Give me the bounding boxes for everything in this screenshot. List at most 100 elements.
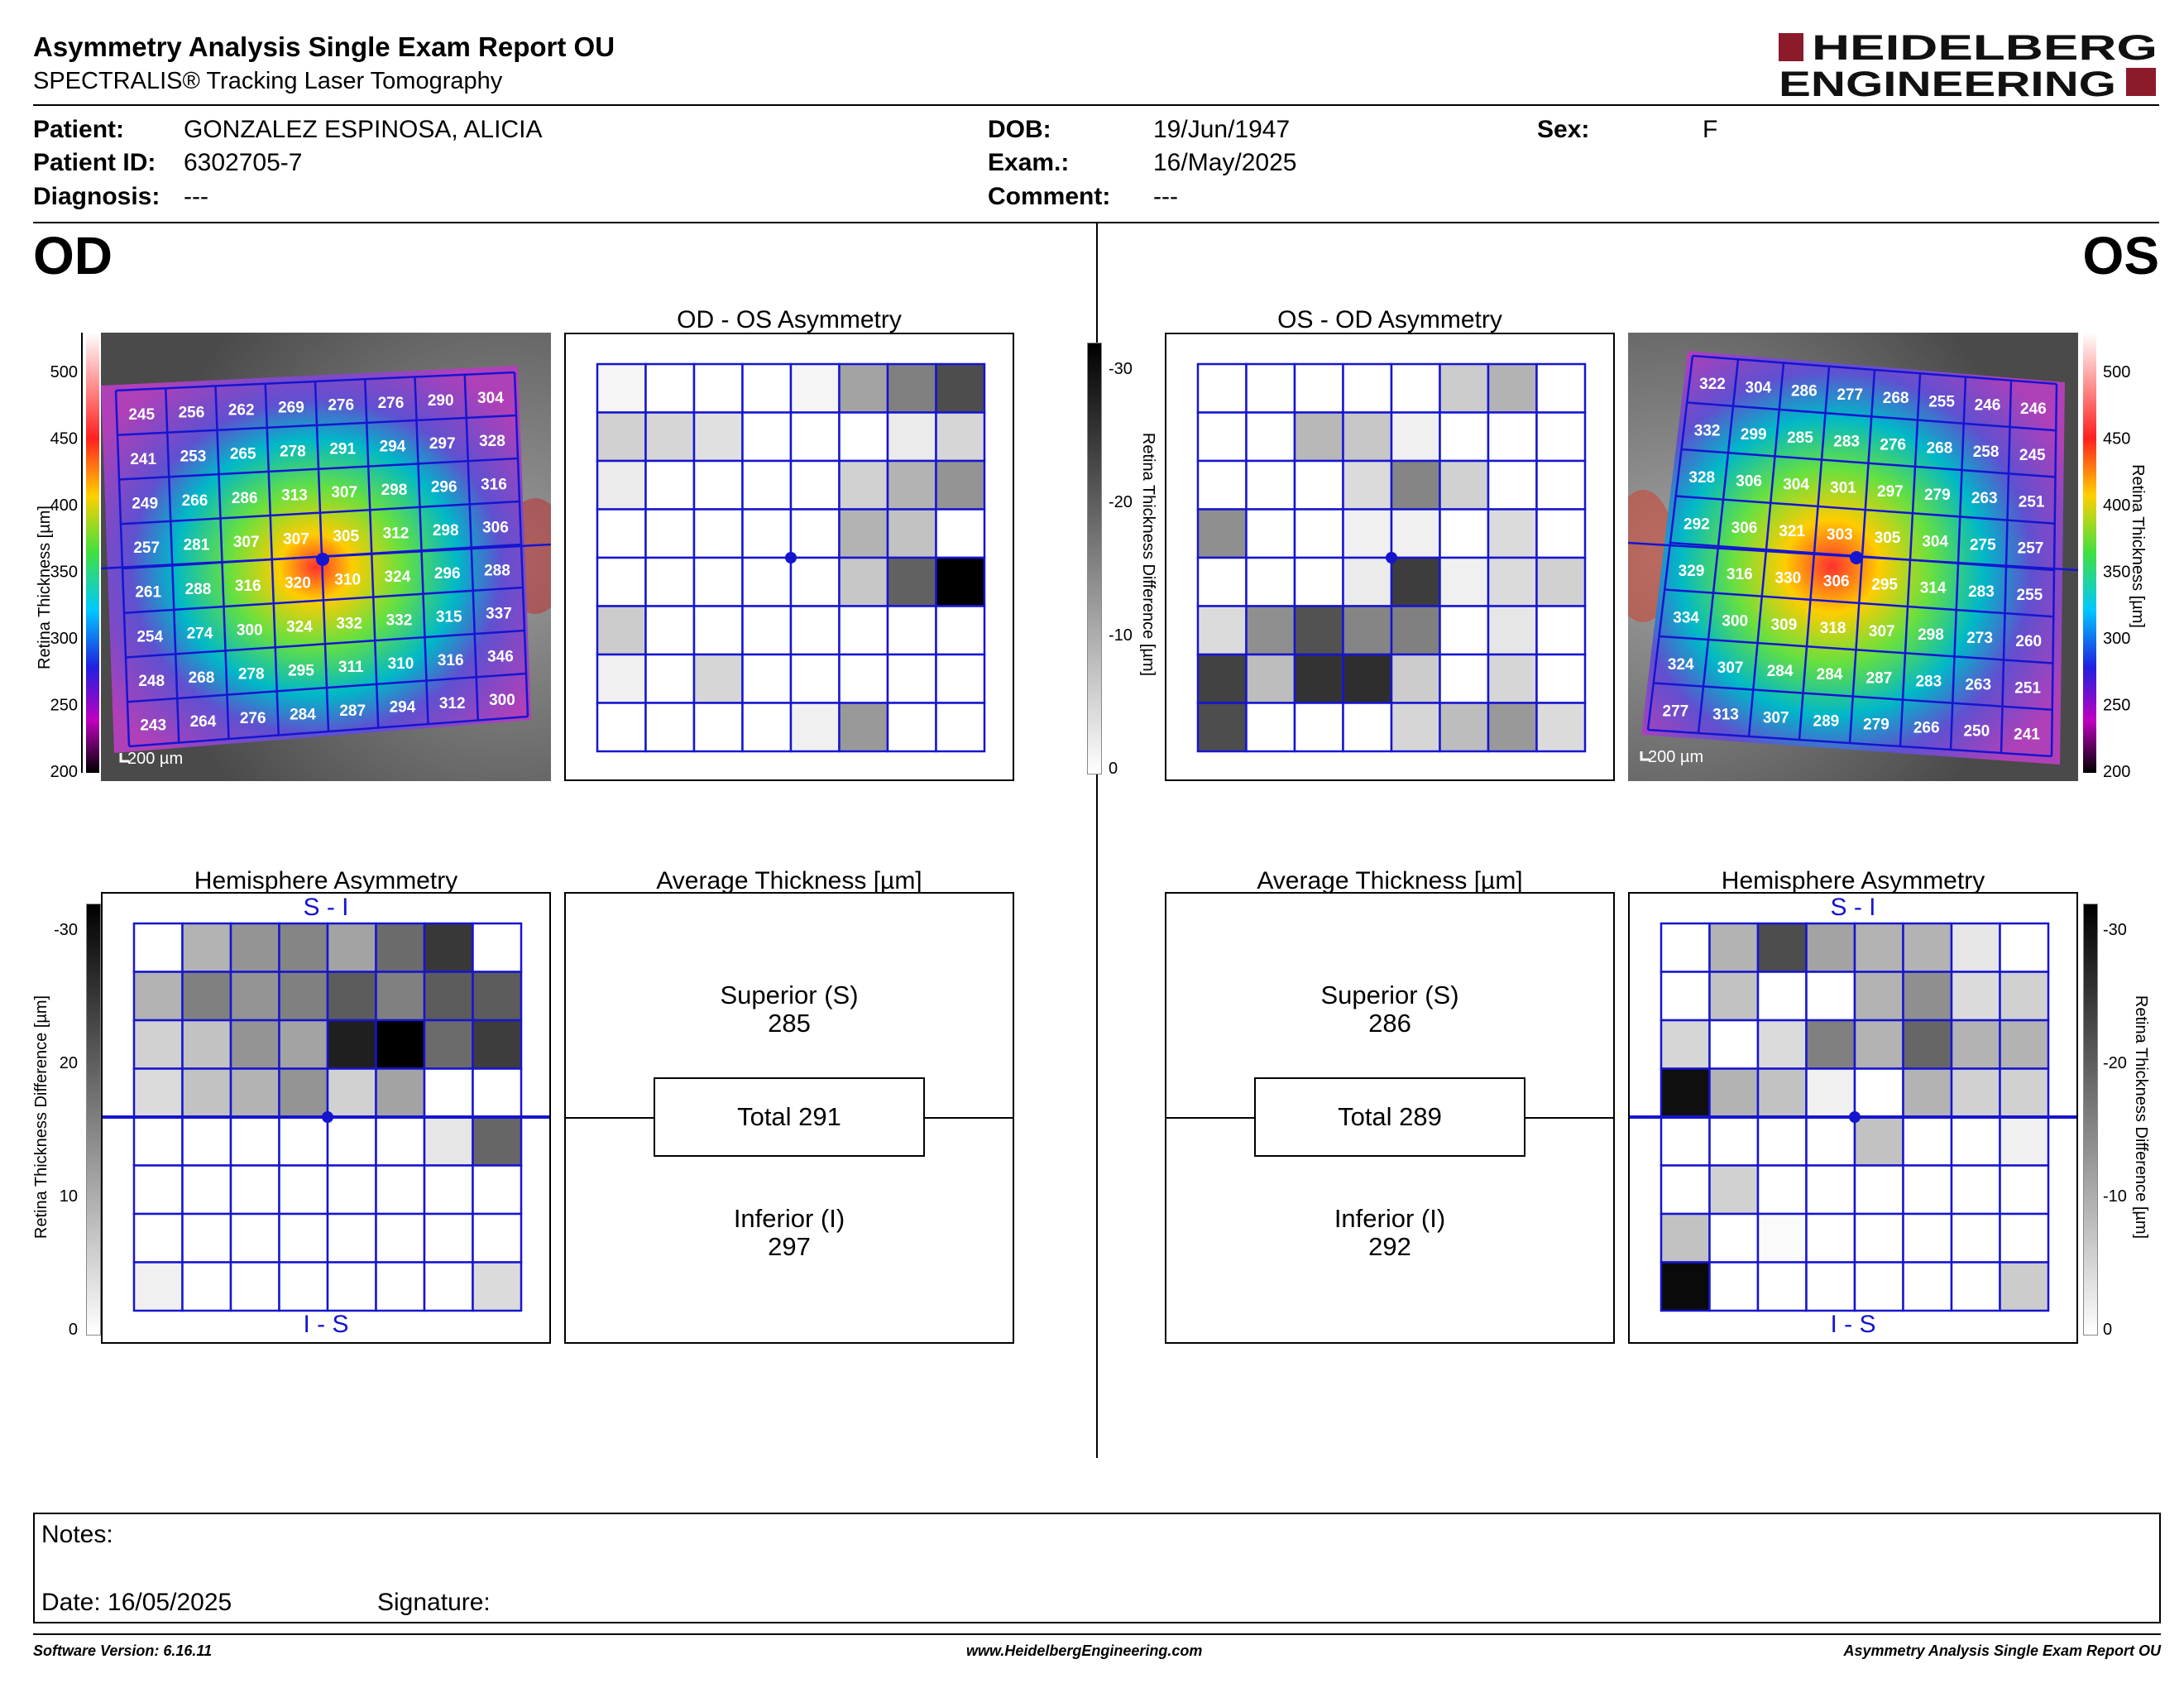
os-thickness-value: 285: [1787, 429, 1813, 447]
asym-cell: [1487, 508, 1538, 559]
scale-tick-label: 450: [2103, 430, 2130, 448]
asym-cell: [935, 702, 986, 753]
os-thickness-value: 263: [1971, 490, 1998, 507]
os-thickness-value: 307: [1717, 659, 1744, 677]
asym-cell: [1805, 1019, 1856, 1070]
scale-tick-label: -30: [1109, 360, 1133, 378]
od-hemi-top-label: S - I: [303, 894, 349, 921]
scale-tick-label: 350: [2103, 563, 2130, 582]
od-thickness-value: 328: [479, 433, 505, 450]
asym-cell: [1660, 1115, 1711, 1167]
scale-tick-label: 300: [2103, 630, 2130, 648]
os-asym-title: OS - OD Asymmetry: [1277, 306, 1502, 333]
asym-cell: [229, 1261, 280, 1312]
od-thickness-value: 307: [331, 484, 357, 501]
os-hemi-scale: -30 -20 -10 0 Retina Thickness Difference […: [2103, 921, 2150, 1339]
asym-cell: [1535, 702, 1587, 753]
asym-cell: [278, 1067, 329, 1119]
asym-cell: [1999, 1067, 2050, 1119]
center-diff-colorbar: [1087, 343, 1102, 774]
asym-cell: [838, 459, 889, 511]
od-thickness-value: 254: [136, 628, 163, 645]
asym-cell: [423, 1067, 474, 1119]
patient-id-label: Patient ID:: [33, 149, 156, 176]
asym-cell: [1999, 1164, 2050, 1216]
asym-cell: [644, 605, 696, 656]
od-hemi-scale: -30 20 10 0 Retina Thickness Difference [µm…: [32, 921, 78, 1339]
asym-cell: [1950, 1115, 2001, 1167]
notes-signature: Signature:: [377, 1589, 491, 1616]
od-thickness-value: 288: [185, 581, 212, 598]
os-superior: Superior (S) 286: [1166, 981, 1613, 1038]
od-thickness-value: 315: [436, 609, 462, 626]
os-eye-label: OS: [2082, 226, 2159, 285]
asym-cell: [1245, 653, 1296, 704]
asym-cell: [472, 1261, 523, 1312]
logo-line2: ENGINEERING: [1779, 65, 2116, 104]
od-thickness-value: 265: [230, 446, 256, 463]
od-thickness-value: 264: [190, 713, 217, 731]
asym-cell: [278, 922, 329, 973]
asym-cell: [375, 1212, 426, 1264]
comment-label: Comment:: [988, 183, 1111, 210]
scale-tick-label: -20: [1109, 493, 1133, 511]
od-superior-label: Superior (S): [720, 981, 859, 1009]
od-thickness-axis-line: [81, 333, 83, 773]
os-thickness-value: 322: [1699, 376, 1726, 393]
os-avg-title: Average Thickness [µm]: [1257, 867, 1523, 894]
asym-cell: [1245, 508, 1296, 559]
os-superior-label: Superior (S): [1320, 981, 1459, 1009]
os-thickness-value: 268: [1927, 440, 1953, 458]
asym-cell: [1660, 1019, 1711, 1070]
od-thickness-value: 346: [487, 649, 514, 666]
od-thickness-value: 245: [128, 406, 155, 424]
asym-cell: [886, 702, 937, 753]
os-thickness-value: 292: [1684, 516, 1710, 534]
asym-cell: [1805, 922, 1856, 973]
od-thickness-value: 337: [486, 606, 512, 623]
os-thickness-value: 306: [1731, 520, 1758, 537]
scale-tick-label: -20: [2103, 1054, 2127, 1072]
asym-cell: [1950, 1164, 2001, 1216]
asym-cell: [1708, 1164, 1760, 1216]
asym-cell: [229, 1019, 280, 1070]
asym-cell: [1487, 605, 1538, 656]
asym-cell: [1535, 653, 1587, 704]
exam-label: Exam.:: [988, 149, 1070, 176]
asym-cell: [1708, 1212, 1760, 1264]
fovea-marker-icon: [1849, 1111, 1861, 1123]
asym-cell: [423, 971, 474, 1022]
os-thickness-value: 284: [1817, 666, 1843, 683]
asym-cell: [1756, 922, 1808, 973]
os-scale-bar-label: 200 µm: [1648, 748, 1703, 766]
asym-cell: [886, 459, 937, 511]
os-asym-panel: [1165, 333, 1615, 781]
od-hemi-panel: [101, 892, 551, 1344]
asym-cell: [789, 508, 841, 559]
scale-tick-label: 250: [50, 697, 78, 715]
od-thickness-value: 316: [235, 578, 261, 595]
asym-cell: [1660, 1212, 1711, 1264]
od-thickness-value: 257: [133, 539, 160, 557]
od-avg-title: Average Thickness [µm]: [656, 867, 922, 894]
asym-cell: [132, 1164, 184, 1216]
asym-cell: [278, 1019, 329, 1070]
asym-cell: [935, 605, 986, 656]
od-total: Total 291: [654, 1077, 925, 1157]
os-thickness-value: 273: [1966, 630, 1993, 647]
asym-cell: [1902, 1261, 1953, 1312]
asym-cell: [1950, 1261, 2001, 1312]
od-thickness-value: 278: [238, 666, 265, 683]
od-superior: Superior (S) 285: [566, 981, 1013, 1038]
os-thickness-value: 287: [1866, 669, 1893, 687]
asym-cell: [1342, 653, 1393, 704]
od-thickness-value: 281: [184, 537, 210, 554]
asym-cell: [935, 459, 986, 511]
asym-cell: [181, 1261, 232, 1312]
asym-cell: [1390, 556, 1441, 607]
od-thickness-value: 307: [233, 534, 260, 551]
asym-cell: [741, 556, 793, 607]
asym-cell: [596, 459, 647, 511]
asym-cell: [326, 971, 377, 1022]
asym-cell: [741, 362, 793, 414]
